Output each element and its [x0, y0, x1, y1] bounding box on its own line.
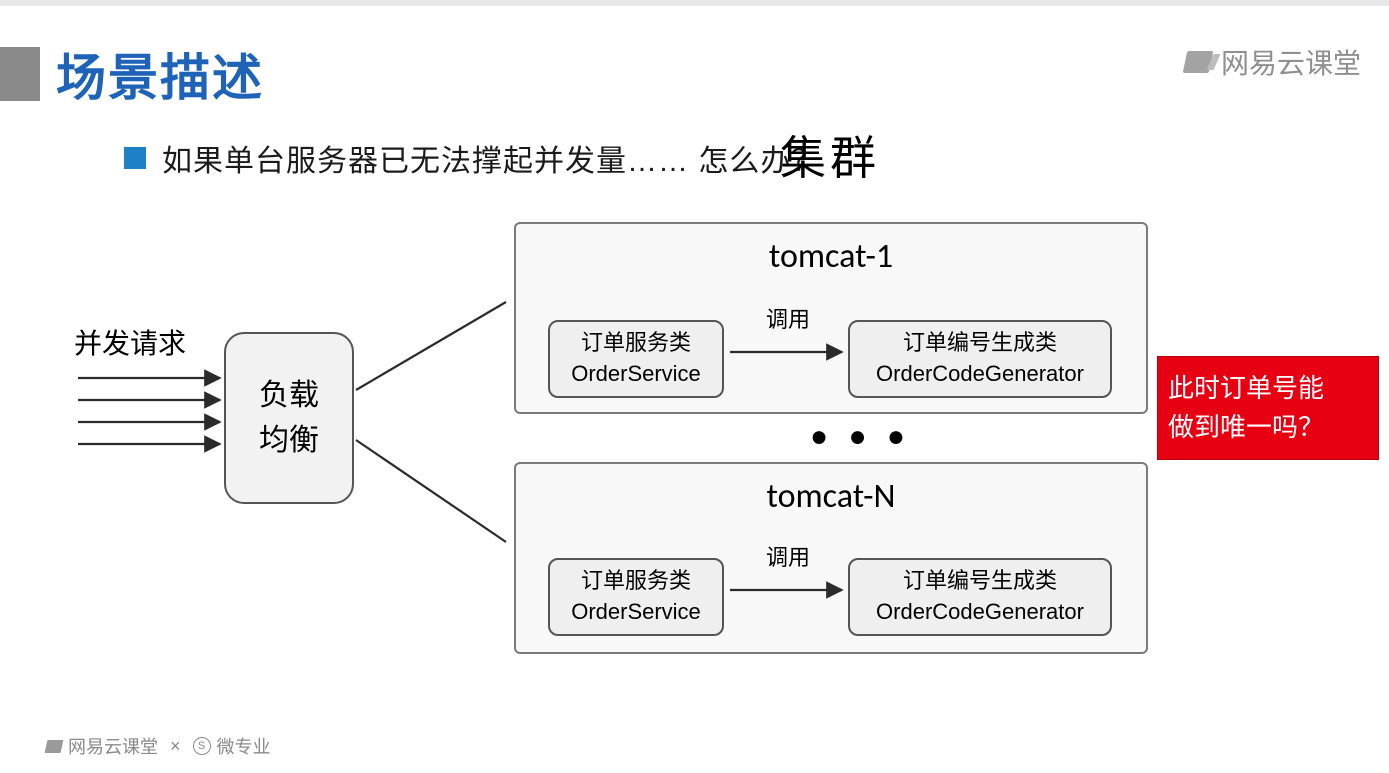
svcn-right-l1: 订单编号生成类: [903, 568, 1057, 593]
footer-right: 微专业: [217, 733, 271, 759]
subtitle-text: 如果单台服务器已无法撑起并发量…… 怎么办？: [162, 136, 822, 180]
bullet-square-icon: [124, 147, 146, 169]
load-balancer-node: 负载 均衡: [224, 332, 354, 504]
footer-circle-icon: S: [193, 737, 211, 755]
tomcat-n-title: tomcat-N: [516, 476, 1146, 517]
svc1-right-l2: OrderCodeGenerator: [876, 361, 1084, 386]
brand-top: 网易云课堂: [1185, 42, 1361, 82]
page-title: 场景描述: [56, 38, 264, 110]
cluster-label: 集群: [780, 122, 880, 188]
requests-label: 并发请求: [74, 322, 186, 362]
lb-line1: 负载: [259, 379, 319, 412]
red-l2: 做到唯一吗？: [1168, 412, 1324, 442]
order-code-gen-node-1: 订单编号生成类 OrderCodeGenerator: [848, 320, 1112, 398]
order-code-gen-node-n: 订单编号生成类 OrderCodeGenerator: [848, 558, 1112, 636]
red-callout: 此时订单号能 做到唯一吗？: [1157, 356, 1379, 460]
brand-icon: [1183, 51, 1214, 73]
svcn-left-l2: OrderService: [571, 599, 701, 624]
svc1-right-l1: 订单编号生成类: [903, 330, 1057, 355]
call-label-1: 调用: [766, 302, 810, 334]
footer-brand: 网易云课堂 × S 微专业: [46, 733, 271, 759]
footer-brand-icon: [45, 740, 64, 753]
red-l1: 此时订单号能: [1168, 373, 1324, 403]
title-bar: 场景描述: [0, 38, 264, 110]
order-service-node-n: 订单服务类 OrderService: [548, 558, 724, 636]
footer-left: 网易云课堂: [68, 733, 158, 759]
order-service-node-1: 订单服务类 OrderService: [548, 320, 724, 398]
ellipsis-dots: ● ● ●: [810, 420, 911, 454]
lb-line2: 均衡: [259, 424, 319, 457]
subtitle-line: 如果单台服务器已无法撑起并发量…… 怎么办？: [124, 136, 822, 180]
svc1-left-l1: 订单服务类: [581, 330, 691, 355]
svc1-left-l2: OrderService: [571, 361, 701, 386]
call-label-n: 调用: [766, 540, 810, 572]
svcn-left-l1: 订单服务类: [581, 568, 691, 593]
tomcat-1-title: tomcat-1: [516, 236, 1146, 277]
footer-sep: ×: [170, 736, 181, 757]
svcn-right-l2: OrderCodeGenerator: [876, 599, 1084, 624]
brand-top-text: 网易云课堂: [1221, 42, 1361, 82]
title-accent-block: [0, 47, 40, 101]
top-strip: [0, 0, 1389, 6]
